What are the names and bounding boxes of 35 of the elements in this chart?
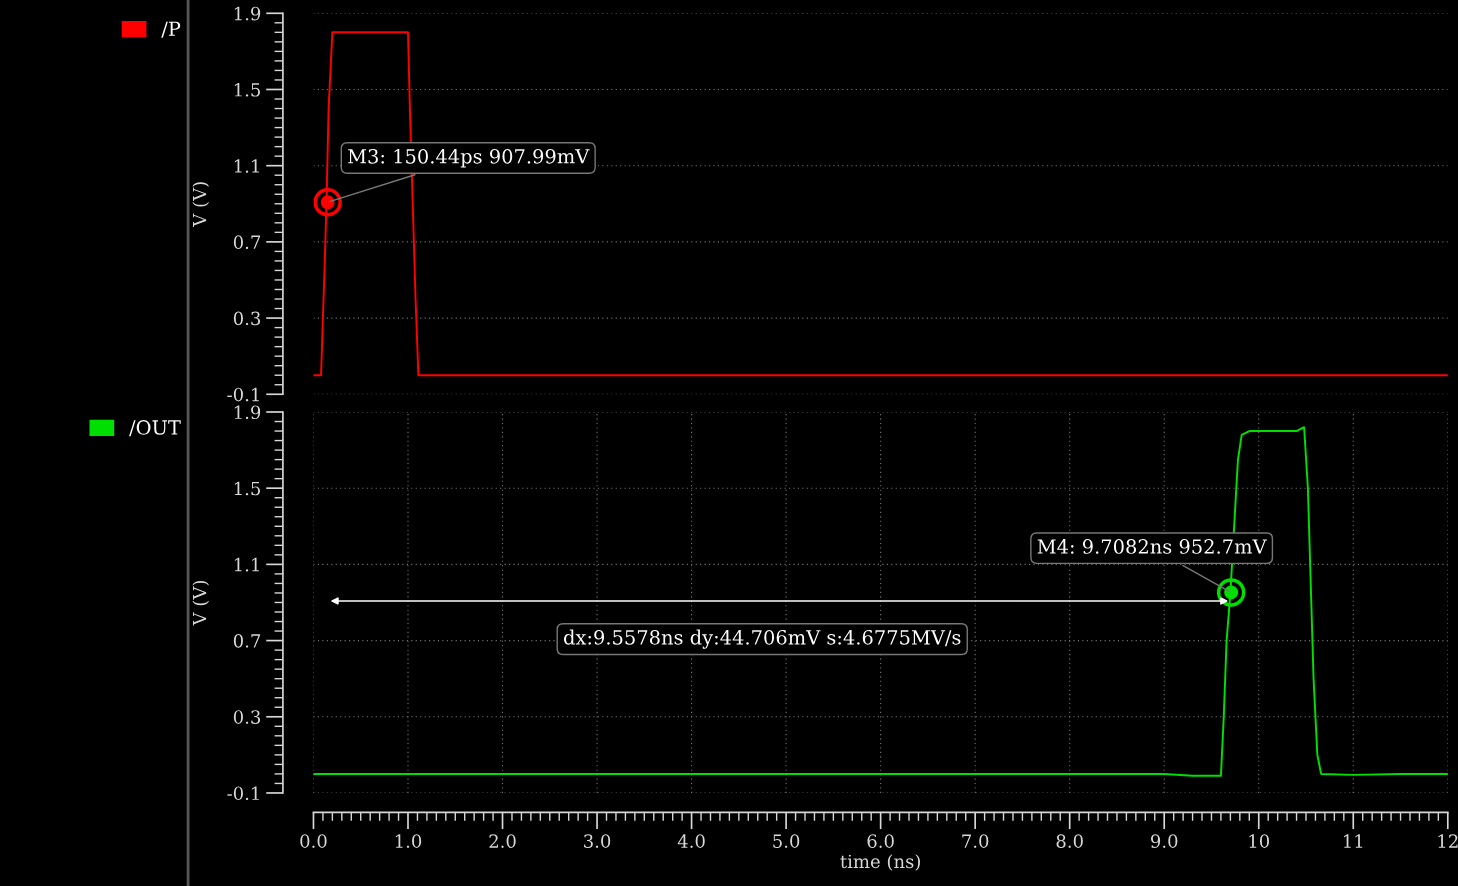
y-tick-label: 1.5: [234, 82, 260, 97]
y-axis-title: V (V): [192, 580, 209, 626]
y-tick-label: 1.9: [234, 6, 261, 21]
x-tick-label: 11: [1343, 834, 1363, 848]
x-tick-label: 5.0: [773, 834, 800, 848]
y-tick-label: 0.7: [233, 634, 261, 648]
x-tick-label: 8.0: [1056, 834, 1083, 848]
legend-label: /OUT: [129, 420, 181, 437]
y-tick-label: 1.1: [234, 557, 259, 572]
y-tick-label: 0.3: [233, 311, 261, 326]
y-tick-label: 0.3: [233, 710, 261, 724]
x-tick-label: 2.0: [489, 834, 516, 848]
x-tick-label: 6.0: [867, 834, 894, 848]
x-tick-label: 1.0: [395, 834, 422, 848]
y-tick-label: 1.5: [234, 481, 260, 496]
x-tick-label: 4.0: [677, 834, 705, 848]
line-series: [313, 31, 1448, 377]
y-tick-label: 0.7: [233, 235, 261, 249]
y-axis-title: V (V): [192, 182, 209, 227]
x-tick-label: 3.0: [584, 834, 611, 848]
x-tick-label: 10: [1249, 834, 1270, 848]
y-tick-label: -0.1: [227, 786, 259, 801]
annotation: dx:9.5578ns dy:44.706mV s:4.6775MV/s: [563, 629, 961, 649]
line-series: [313, 426, 1448, 777]
y-tick-label: 1.1: [234, 159, 259, 173]
legend-label: /P: [161, 21, 181, 38]
x-tick-label: 9.0: [1150, 834, 1178, 848]
x-tick-label: 12: [1438, 834, 1458, 848]
x-tick-label: 0.0: [300, 834, 327, 848]
annotation: M3: 150.44ps 907.99mV: [348, 148, 590, 168]
x-tick-label: 7.0: [962, 834, 989, 848]
y-tick-label: -0.1: [227, 387, 259, 402]
x-axis-title: time (ns): [840, 854, 920, 871]
y-tick-label: 1.9: [234, 405, 261, 420]
annotation: M4: 9.7082ns 952.7mV: [1037, 539, 1267, 554]
